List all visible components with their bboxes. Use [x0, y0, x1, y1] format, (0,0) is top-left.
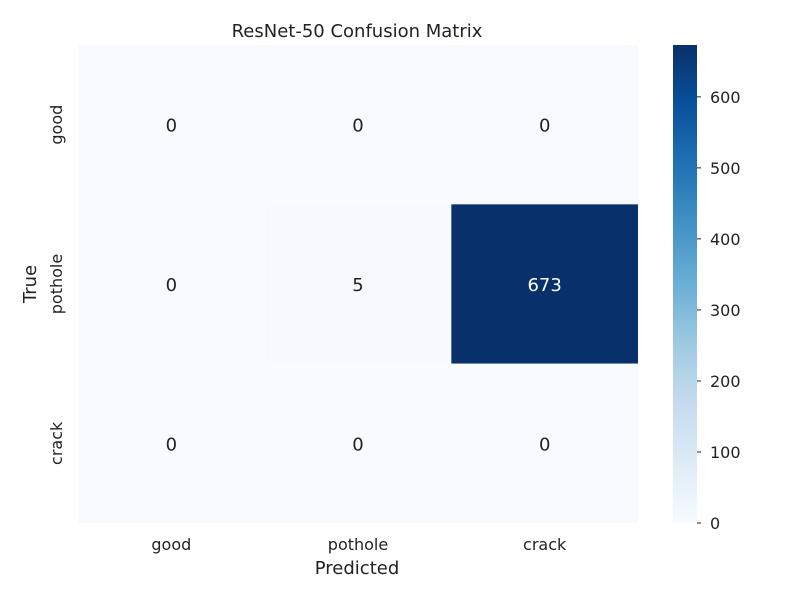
- heatmap-cell: [78, 363, 265, 523]
- y-tick-label: good: [47, 105, 66, 145]
- colorbar-ticks: 0 100 200 300 400 500 600: [697, 88, 741, 533]
- x-tick-label: pothole: [328, 535, 388, 554]
- heatmap-cell-labels: 0 0 0 0 5 673 0 0 0: [166, 116, 562, 456]
- cell-value-label: 673: [527, 275, 561, 296]
- cell-value-label: 0: [539, 116, 550, 137]
- cell-value-label: 0: [166, 116, 177, 137]
- y-tick-label: crack: [47, 421, 66, 465]
- heatmap-cell: [264, 363, 452, 523]
- colorbar-tick-label: 400: [710, 230, 741, 249]
- cell-value-label: 0: [352, 116, 363, 137]
- cell-value-label: 0: [166, 434, 177, 455]
- cell-value-label: 0: [539, 434, 550, 455]
- colorbar-tick-label: 600: [710, 88, 741, 107]
- colorbar-tick-label: 500: [710, 159, 741, 178]
- colorbar-tick-label: 0: [710, 514, 720, 533]
- cell-value-label: 5: [352, 275, 363, 296]
- cell-value-label: 0: [352, 434, 363, 455]
- heatmap-cell: [78, 45, 265, 205]
- colorbar: [673, 45, 697, 523]
- heatmap-cell: [451, 363, 638, 523]
- colorbar-tick-label: 300: [710, 301, 741, 320]
- x-axis-label: Predicted: [315, 558, 400, 579]
- y-axis-label: True: [20, 265, 41, 304]
- heatmap-cell: [78, 204, 265, 364]
- heatmap-cell: [451, 45, 638, 205]
- colorbar-tick-label: 200: [710, 372, 741, 391]
- colorbar-tick-label: 100: [710, 443, 741, 462]
- heatmap-cells: [78, 45, 638, 523]
- x-tick-label: crack: [523, 535, 567, 554]
- heatmap-cell: [264, 45, 452, 205]
- heatmap-cell: [264, 204, 452, 364]
- y-tick-labels: good pothole crack: [47, 105, 66, 465]
- chart-title: ResNet-50 Confusion Matrix: [232, 21, 483, 42]
- y-tick-label: pothole: [47, 254, 66, 314]
- heatmap-cell: [451, 204, 638, 364]
- x-tick-label: good: [151, 535, 191, 554]
- x-tick-labels: good pothole crack: [151, 535, 567, 554]
- cell-value-label: 0: [166, 275, 177, 296]
